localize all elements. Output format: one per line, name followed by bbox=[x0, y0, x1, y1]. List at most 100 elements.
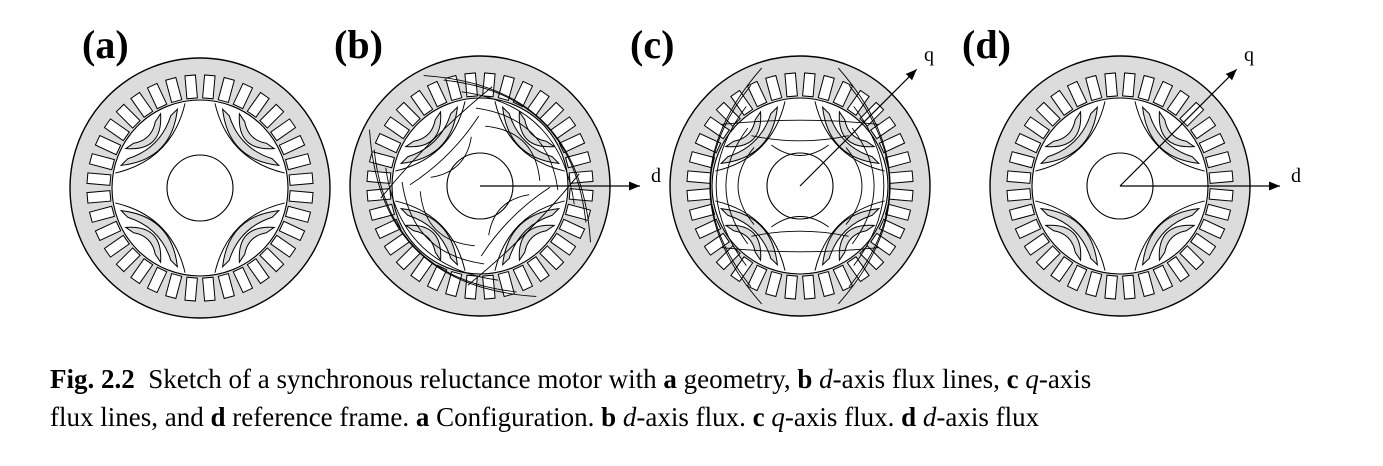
stator-slot bbox=[1137, 74, 1155, 102]
panel-label: (a) bbox=[82, 22, 129, 67]
stator-slot bbox=[103, 118, 130, 142]
stator-slot bbox=[1023, 116, 1050, 140]
stator-slot bbox=[686, 170, 712, 184]
stator-slot bbox=[232, 82, 254, 110]
flux-line bbox=[721, 247, 879, 253]
flux-line bbox=[725, 127, 749, 245]
stator-slots bbox=[86, 74, 314, 302]
flux-line bbox=[488, 194, 530, 236]
stator-slot bbox=[1208, 188, 1234, 202]
panel-d-reference-frame: (d) q d bbox=[962, 22, 1301, 317]
stator-slot bbox=[817, 270, 835, 298]
rotor-pole-edge bbox=[115, 202, 186, 273]
caption-axis-d: d bbox=[819, 364, 833, 394]
stator-slot bbox=[1208, 170, 1234, 184]
stator-slot bbox=[383, 116, 410, 140]
stator-slot bbox=[1204, 203, 1232, 221]
stator-slot bbox=[497, 74, 515, 102]
stator-slot bbox=[1122, 274, 1136, 300]
flux-barrier bbox=[221, 107, 281, 167]
flux-line bbox=[385, 167, 499, 281]
stator-slot bbox=[802, 72, 816, 98]
flux-line bbox=[430, 136, 472, 178]
stator-slot bbox=[1122, 72, 1136, 98]
motor-figure: (a) (b) d (c) q (d) q d bbox=[69, 22, 1301, 319]
flux-barrier bbox=[404, 224, 442, 262]
flux-line bbox=[423, 75, 591, 243]
stator-slot bbox=[817, 74, 835, 102]
d-axis-label: d bbox=[651, 165, 661, 187]
stator-slot bbox=[184, 74, 198, 100]
stator-slot bbox=[1008, 203, 1036, 221]
flux-barrier bbox=[221, 209, 281, 269]
stator-slot bbox=[1137, 270, 1155, 298]
stator-slot bbox=[445, 74, 463, 102]
stator-slot bbox=[784, 274, 798, 300]
stator-slot bbox=[202, 276, 216, 302]
stator-slot bbox=[765, 74, 783, 102]
stator-slot bbox=[1014, 132, 1042, 154]
flux-line bbox=[401, 181, 485, 265]
stator-slot bbox=[694, 218, 722, 240]
stator-slot bbox=[550, 232, 577, 256]
flux-line bbox=[485, 125, 541, 181]
flux-line bbox=[853, 106, 885, 266]
caption-text: flux lines, and bbox=[50, 402, 204, 432]
stator-slot bbox=[1190, 232, 1217, 256]
stator-slot bbox=[1179, 245, 1205, 271]
stator-slot bbox=[278, 134, 306, 156]
stator-slot bbox=[1050, 89, 1074, 116]
d-axis-label: d bbox=[1291, 165, 1301, 187]
stator-slot bbox=[217, 76, 235, 104]
stator-slot bbox=[445, 270, 463, 298]
stator-slot bbox=[1014, 218, 1042, 240]
stator-slot bbox=[374, 132, 402, 154]
stator-slot bbox=[374, 218, 402, 240]
stator-slots bbox=[1006, 72, 1234, 300]
caption-text: -axis flux bbox=[936, 402, 1040, 432]
stator-slot bbox=[512, 264, 534, 292]
caption-text: -axis flux lines, bbox=[832, 364, 1000, 394]
stator-slot bbox=[1023, 232, 1050, 256]
flux-barrier bbox=[724, 110, 762, 148]
stator-slots bbox=[686, 72, 914, 300]
flux-lines bbox=[709, 67, 891, 305]
stator-slot bbox=[88, 205, 116, 223]
caption-text: geometry, bbox=[683, 364, 791, 394]
stator-slot bbox=[564, 203, 592, 221]
stator-slot bbox=[86, 190, 112, 204]
stator-slot bbox=[1085, 270, 1103, 298]
d-axis-arrowhead bbox=[1269, 181, 1280, 191]
q-axis-line bbox=[1119, 68, 1238, 187]
rotor-pole-edge bbox=[1035, 101, 1106, 172]
stator-slot bbox=[558, 132, 586, 154]
flux-barrier bbox=[1044, 110, 1082, 148]
flux-line bbox=[751, 135, 849, 142]
stator-slot bbox=[730, 89, 754, 116]
flux-barrier bbox=[124, 112, 162, 150]
flux-line bbox=[737, 147, 755, 225]
panel-a-geometry: (a) bbox=[69, 22, 331, 319]
stator-slot bbox=[539, 245, 565, 271]
flux-line bbox=[419, 191, 475, 247]
rotor-pole-edge bbox=[715, 200, 786, 271]
stator-slot bbox=[878, 218, 906, 240]
flux-barrier bbox=[1039, 105, 1099, 165]
stator-slot bbox=[395, 101, 421, 127]
rotor-pole-edge bbox=[115, 103, 186, 174]
rotor-pole-edge bbox=[1035, 200, 1106, 271]
caption-ref-c: c bbox=[1006, 364, 1019, 394]
stator-slot bbox=[765, 270, 783, 298]
stator-slot bbox=[368, 203, 396, 221]
flux-line bbox=[851, 127, 875, 245]
stator-slot bbox=[270, 118, 297, 142]
stator-slot bbox=[746, 264, 768, 292]
stator-slot bbox=[288, 190, 314, 204]
stator-slot bbox=[284, 153, 312, 171]
stator-slot bbox=[165, 272, 183, 300]
flux-line bbox=[771, 144, 829, 156]
stator-slot bbox=[1006, 188, 1032, 202]
stator-slot bbox=[410, 89, 434, 116]
flux-barrier bbox=[119, 209, 179, 269]
stator-slot bbox=[1066, 80, 1088, 108]
